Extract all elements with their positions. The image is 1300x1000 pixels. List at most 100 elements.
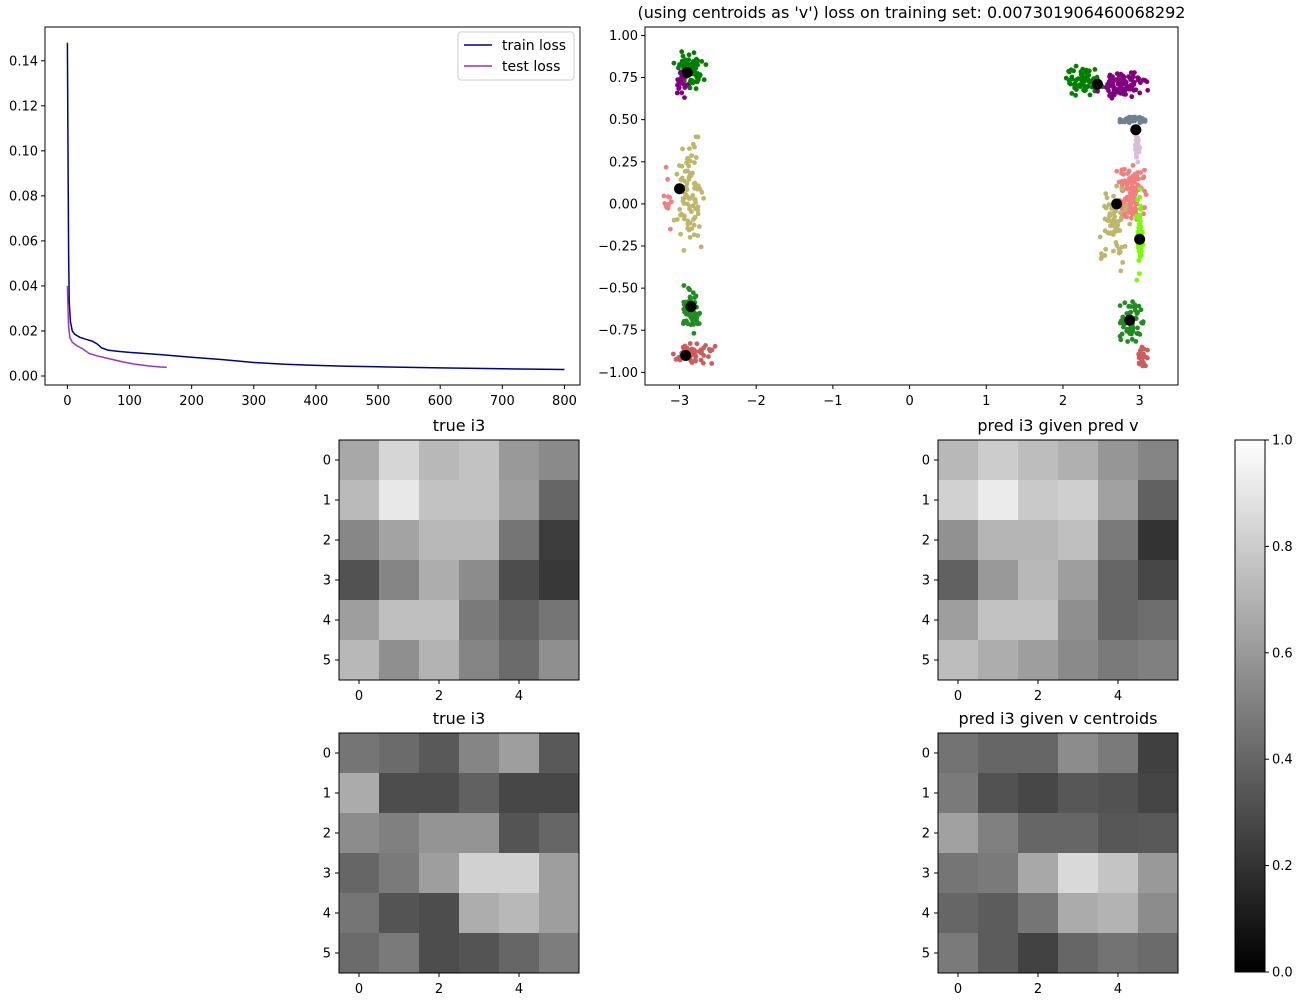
y-tick-label: 0.75: [609, 71, 638, 86]
heatmap-cell: [938, 813, 979, 854]
scatter-point: [1103, 85, 1109, 90]
colorbar-tick-label: 0.0: [1272, 966, 1293, 981]
scatter-point: [1071, 68, 1076, 74]
scatter-point: [674, 171, 680, 177]
scatter-point: [1118, 210, 1123, 216]
heatmap-cell: [539, 733, 580, 774]
scatter-point: [689, 360, 695, 365]
heatmap-cell: [938, 933, 979, 974]
heatmap-cell: [499, 600, 540, 641]
scatter-point: [689, 226, 695, 232]
scatter-point: [690, 318, 695, 323]
scatter-point: [1134, 154, 1140, 160]
heatmap-frame: [338, 732, 580, 974]
scatter-point: [1130, 163, 1136, 168]
heatmap-cell: [419, 640, 460, 681]
y-tick-label: 4: [922, 907, 930, 922]
scatter-point: [1135, 325, 1140, 331]
scatter-point: [707, 346, 712, 352]
scatter-point: [682, 85, 688, 90]
y-tick-label: 0: [922, 747, 930, 762]
heatmap-cell: [499, 813, 540, 854]
colorbar-tick-label: 0.8: [1272, 540, 1293, 555]
heatmap-cell: [1098, 733, 1139, 774]
heatmap-cell: [1058, 933, 1099, 974]
heatmap-cell: [938, 480, 979, 521]
scatter-point: [1111, 217, 1116, 222]
scatter-point: [1110, 232, 1116, 237]
scatter-point: [1136, 258, 1142, 263]
heatmap-cell: [539, 640, 580, 681]
scatter-point: [699, 59, 705, 64]
heatmap-cell: [1138, 640, 1179, 681]
heatmap-cell: [978, 600, 1019, 641]
heatmap-cell: [419, 933, 460, 974]
scatter-point: [682, 61, 688, 66]
heatmap-cell: [339, 773, 380, 814]
scatter-point: [1117, 249, 1123, 255]
heatmap-cell: [419, 773, 460, 814]
y-tick-label: 3: [922, 574, 930, 589]
heatmap-cell: [1018, 853, 1059, 894]
scatter-point: [1082, 83, 1087, 89]
heatmap-cell: [1018, 733, 1059, 774]
scatter-point: [690, 193, 696, 198]
y-tick-label: 0.06: [9, 234, 38, 249]
heatmap-cell: [1058, 733, 1099, 774]
heatmap-cell: [459, 640, 500, 681]
heatmap-cell: [339, 813, 380, 854]
heatmap-cell: [379, 893, 420, 934]
legend-label: train loss: [502, 38, 566, 54]
heatmap-cell: [978, 520, 1019, 561]
heatmap-cell: [978, 480, 1019, 521]
heatmap-cell: [379, 520, 420, 561]
scatter-point: [1133, 339, 1139, 344]
scatter-point: [690, 203, 696, 209]
scatter-point: [1119, 331, 1125, 337]
scatter-point: [691, 330, 697, 336]
scatter-point: [687, 341, 693, 346]
heatmap-cell: [1138, 733, 1179, 774]
heatmap-cell: [539, 933, 580, 974]
scatter-point: [1138, 348, 1143, 354]
heatmap-cell: [938, 440, 979, 481]
heatmap-cell: [1138, 520, 1179, 561]
centroid-point: [680, 350, 692, 362]
heatmap-cell: [938, 893, 979, 934]
scatter-point: [1097, 234, 1103, 240]
y-tick-label: 5: [922, 654, 930, 669]
series-line-0: [66, 42, 565, 371]
heatmap-cell: [499, 440, 540, 481]
scatter-point: [686, 285, 691, 291]
scatter-point: [1113, 77, 1119, 83]
scatter-point: [1138, 353, 1144, 358]
heatmap-frame: [937, 439, 1179, 681]
x-tick-label: 0: [954, 982, 962, 997]
scatter-point: [671, 217, 677, 223]
scatter-point: [1135, 75, 1141, 81]
heatmap-cell: [459, 893, 500, 934]
colorbar-frame: [1234, 439, 1266, 973]
scatter-point: [1118, 337, 1124, 343]
heatmap-cell: [459, 813, 500, 854]
scatter-point: [1099, 255, 1104, 261]
centroid-point: [1124, 314, 1136, 326]
heatmap-cell: [1018, 813, 1059, 854]
heatmap-cell: [539, 813, 580, 854]
heatmap-cell: [1098, 773, 1139, 814]
y-tick-label: 0.14: [9, 54, 38, 69]
heatmap-cell: [539, 600, 580, 641]
scatter-point: [1122, 78, 1128, 84]
centroid-point: [1111, 198, 1123, 210]
scatter-point: [1129, 177, 1134, 183]
heatmap-cell: [1138, 933, 1179, 974]
x-tick-label: 2: [435, 689, 443, 704]
scatter-point: [667, 195, 673, 200]
scatter-point: [1132, 70, 1137, 75]
scatter-point: [1130, 329, 1136, 334]
y-tick-label: 5: [323, 654, 331, 669]
scatter-point: [1141, 211, 1146, 217]
heatmap-cell: [379, 640, 420, 681]
heatmap-cell: [1058, 813, 1099, 854]
scatter-point: [1114, 168, 1120, 174]
